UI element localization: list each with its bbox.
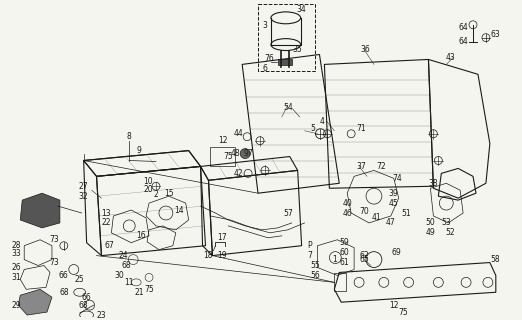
Text: 4: 4 xyxy=(320,117,325,126)
Text: 13: 13 xyxy=(102,209,111,218)
Text: 28: 28 xyxy=(11,241,21,250)
Text: 24: 24 xyxy=(118,251,128,260)
Text: 2: 2 xyxy=(153,190,158,199)
Text: 12: 12 xyxy=(219,136,228,145)
Text: 66: 66 xyxy=(59,271,69,280)
Text: 62: 62 xyxy=(359,251,369,260)
Text: 43: 43 xyxy=(445,53,455,62)
Text: 7: 7 xyxy=(307,251,312,260)
Text: 57: 57 xyxy=(283,209,293,218)
Bar xyxy=(210,147,235,166)
Text: 19: 19 xyxy=(218,251,227,260)
Text: 39: 39 xyxy=(389,189,399,198)
Text: 27: 27 xyxy=(79,182,88,191)
Text: 6: 6 xyxy=(263,64,267,73)
Text: 15: 15 xyxy=(164,189,174,198)
Text: 9: 9 xyxy=(137,146,141,155)
Text: 50: 50 xyxy=(425,219,435,228)
Text: P: P xyxy=(307,241,312,250)
Text: 17: 17 xyxy=(218,233,227,242)
Text: 64: 64 xyxy=(458,37,468,46)
Text: 59: 59 xyxy=(339,238,349,247)
Text: 76: 76 xyxy=(264,54,274,63)
Text: 54: 54 xyxy=(283,102,293,111)
Text: 73: 73 xyxy=(49,235,59,244)
Text: 64: 64 xyxy=(458,23,468,32)
Text: 30: 30 xyxy=(114,271,124,280)
Circle shape xyxy=(240,148,250,158)
Text: 58: 58 xyxy=(490,255,500,264)
Text: 33: 33 xyxy=(11,249,21,258)
Text: 12: 12 xyxy=(389,301,398,310)
Text: 56: 56 xyxy=(311,271,321,280)
Text: 55: 55 xyxy=(311,261,321,270)
Text: 75: 75 xyxy=(223,152,233,161)
Text: 44: 44 xyxy=(233,129,243,138)
Text: 21: 21 xyxy=(134,288,144,297)
Text: 25: 25 xyxy=(75,275,85,284)
Text: 66: 66 xyxy=(82,293,91,302)
Text: 49: 49 xyxy=(425,228,435,237)
Text: 37: 37 xyxy=(356,162,366,171)
Text: 97: 97 xyxy=(243,149,253,158)
Text: 10: 10 xyxy=(143,177,153,186)
Text: 14: 14 xyxy=(174,205,184,214)
Text: 52: 52 xyxy=(445,228,455,237)
Text: 32: 32 xyxy=(79,192,88,201)
Text: 23: 23 xyxy=(97,310,106,320)
Text: 3: 3 xyxy=(263,21,267,30)
Text: 22: 22 xyxy=(102,219,111,228)
Text: 75: 75 xyxy=(399,308,409,316)
Text: 45: 45 xyxy=(389,199,399,208)
Text: 47: 47 xyxy=(386,219,396,228)
Text: 73: 73 xyxy=(49,258,59,267)
Text: 53: 53 xyxy=(442,219,451,228)
Bar xyxy=(278,60,292,65)
Text: 71: 71 xyxy=(356,124,366,133)
Text: 20: 20 xyxy=(143,185,153,194)
Text: 74: 74 xyxy=(392,174,401,183)
Text: 16: 16 xyxy=(136,231,146,240)
Text: 61: 61 xyxy=(339,258,349,267)
Text: 48: 48 xyxy=(230,149,240,158)
Text: 8: 8 xyxy=(127,132,132,141)
Text: 68: 68 xyxy=(122,261,131,270)
Polygon shape xyxy=(18,289,52,315)
Text: 41: 41 xyxy=(372,213,382,222)
Text: 34: 34 xyxy=(296,5,306,14)
Text: 46: 46 xyxy=(342,209,352,218)
Text: 72: 72 xyxy=(376,162,386,171)
Text: 42: 42 xyxy=(233,169,243,178)
Text: 29: 29 xyxy=(11,301,21,310)
Text: 60: 60 xyxy=(339,248,349,257)
Text: 51: 51 xyxy=(402,209,411,218)
Text: 38: 38 xyxy=(429,179,438,188)
Text: 36: 36 xyxy=(360,45,370,54)
Text: 69: 69 xyxy=(392,248,401,257)
Text: 26: 26 xyxy=(11,263,21,272)
Text: 5: 5 xyxy=(310,124,315,133)
Text: 65: 65 xyxy=(359,255,369,264)
Text: 31: 31 xyxy=(11,273,21,282)
Text: 75: 75 xyxy=(144,285,154,294)
Text: 68: 68 xyxy=(59,288,69,297)
Bar xyxy=(258,4,315,71)
Text: 70: 70 xyxy=(359,206,369,216)
Text: 18: 18 xyxy=(203,251,212,260)
Text: 63: 63 xyxy=(491,30,501,39)
Text: 67: 67 xyxy=(104,241,114,250)
Bar xyxy=(334,274,346,291)
Text: 40: 40 xyxy=(342,199,352,208)
Polygon shape xyxy=(20,193,60,228)
Text: 35: 35 xyxy=(293,45,303,54)
Text: 68: 68 xyxy=(79,301,88,310)
Text: 11: 11 xyxy=(124,278,134,287)
Text: 1: 1 xyxy=(332,255,337,264)
